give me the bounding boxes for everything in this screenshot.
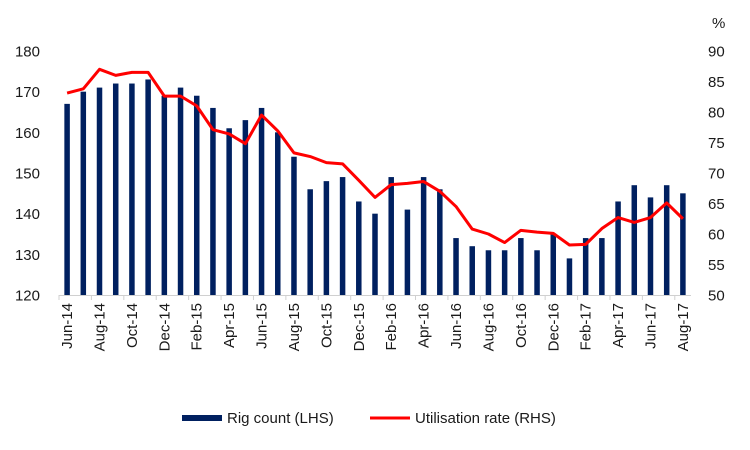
- bar: [663, 185, 670, 295]
- x-tick-label: Jun-16: [448, 303, 465, 349]
- bar: [64, 103, 70, 296]
- x-tick-label: Feb-16: [383, 303, 400, 351]
- bar: [291, 156, 297, 295]
- x-tick-label: Feb-15: [189, 303, 206, 351]
- x-tick-label: Jun-17: [642, 303, 659, 349]
- bar: [129, 83, 135, 295]
- y-left-tick-label: 170: [15, 84, 40, 101]
- x-axis: [58, 295, 691, 300]
- bar: [566, 258, 573, 295]
- line-series: [66, 67, 684, 247]
- bar: [404, 209, 411, 295]
- legend-item-utilisation-rate: Utilisation rate (RHS): [370, 410, 556, 427]
- bar: [356, 201, 362, 295]
- bar: [372, 213, 378, 295]
- bar: [161, 95, 168, 295]
- y-right-tick-label: 70: [708, 166, 725, 183]
- bar: [647, 197, 654, 295]
- bar: [437, 189, 443, 295]
- legend-label-rig-count: Rig count (LHS): [227, 410, 334, 427]
- y-axis-right: 50 55 60 65 70 75 80 85 90: [708, 44, 725, 305]
- y-right-tick-label: 90: [708, 44, 725, 61]
- bar: [631, 185, 638, 295]
- bar: [501, 250, 508, 295]
- y-right-tick-label: 80: [708, 105, 725, 122]
- x-tick-label: Oct-14: [124, 303, 141, 348]
- y-right-tick-label: 60: [708, 227, 725, 244]
- x-tick-label: Apr-17: [610, 303, 627, 348]
- bar: [177, 87, 184, 295]
- bar: [518, 238, 524, 295]
- y-axis-left: 120 130 140 150 160 170 180: [15, 44, 40, 305]
- bar: [307, 189, 313, 295]
- x-tick-label: Jun-14: [59, 303, 76, 349]
- legend-swatch-bar: [182, 415, 222, 421]
- x-tick-label: Aug-15: [286, 303, 303, 351]
- bar: [680, 193, 686, 295]
- bar: [534, 250, 540, 295]
- x-tick-label: Oct-15: [318, 303, 335, 348]
- y-right-tick-label: 55: [708, 257, 725, 274]
- x-tick-labels: Jun-14 Aug-14 Oct-14 Dec-14 Feb-15 Apr-15 Jun-…: [59, 303, 692, 351]
- legend: Rig count (LHS) Utilisation rate (RHS): [182, 410, 556, 427]
- bar: [96, 87, 103, 295]
- x-tick-label: Apr-15: [221, 303, 238, 348]
- x-tick-label: Dec-16: [545, 303, 562, 351]
- x-tick-label: Aug-14: [92, 303, 109, 351]
- y-left-tick-label: 160: [15, 125, 40, 142]
- bar: [469, 246, 475, 295]
- y-left-tick-label: 140: [15, 206, 40, 223]
- x-tick-label: Feb-17: [578, 303, 595, 351]
- bar: [242, 120, 249, 295]
- bar: [453, 238, 459, 295]
- y-axis-right-unit-label: %: [712, 15, 725, 32]
- legend-label-utilisation-rate: Utilisation rate (RHS): [415, 410, 556, 427]
- bar: [420, 177, 427, 295]
- bar: [226, 128, 232, 295]
- y-left-tick-label: 120: [15, 288, 40, 305]
- bar: [339, 177, 346, 295]
- bar: [193, 95, 200, 295]
- bar: [582, 238, 589, 295]
- legend-item-rig-count: Rig count (LHS): [182, 410, 334, 427]
- y-right-tick-label: 65: [708, 196, 725, 213]
- x-tick-label: Dec-14: [156, 303, 173, 351]
- y-right-tick-label: 85: [708, 74, 725, 91]
- bar: [323, 181, 330, 295]
- bar: [258, 107, 265, 296]
- y-left-tick-label: 180: [15, 44, 40, 61]
- y-right-tick-label: 75: [708, 135, 725, 152]
- x-tick-label: Jun-15: [254, 303, 271, 349]
- x-tick-label: Aug-16: [480, 303, 497, 351]
- bar: [275, 132, 281, 295]
- bar: [80, 91, 87, 295]
- bar: [112, 83, 119, 295]
- x-tick-label: Apr-16: [416, 303, 433, 348]
- bar: [615, 201, 621, 295]
- bar-series: [64, 79, 686, 296]
- bar: [599, 238, 605, 295]
- x-tick-label: Aug-17: [675, 303, 692, 351]
- y-right-tick-label: 50: [708, 288, 725, 305]
- y-left-tick-label: 150: [15, 166, 40, 183]
- x-tick-label: Oct-16: [513, 303, 530, 348]
- bar: [210, 107, 216, 296]
- bar: [388, 177, 394, 295]
- x-tick-label: Dec-15: [351, 303, 368, 351]
- bar: [485, 250, 492, 295]
- y-left-tick-label: 130: [15, 247, 40, 264]
- bar: [550, 234, 557, 295]
- bar: [145, 79, 151, 295]
